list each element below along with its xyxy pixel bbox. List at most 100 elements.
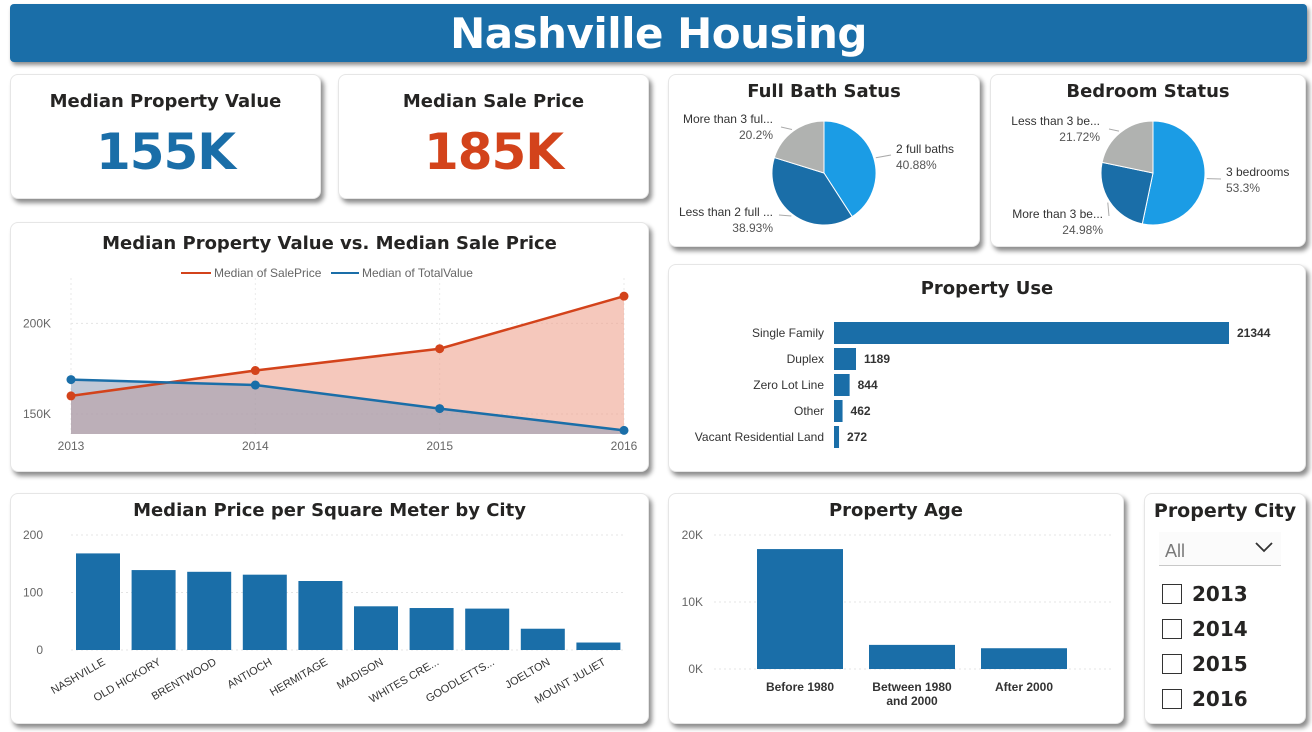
bar [757,549,843,669]
checkbox[interactable] [1162,689,1182,709]
bedroom-card[interactable]: Bedroom Status 3 bedrooms 53.3% More than … [990,74,1306,247]
slice-label: Less than 3 be... [1011,114,1100,128]
property-use-bar-chart[interactable]: Single Family 21344 Duplex 1189 Zero Lot Lin… [669,265,1307,473]
category-label: Vacant Residential Land [695,430,824,444]
y-tick-label: 200K [23,316,51,330]
bar [76,553,120,650]
slicer-option-label: 2013 [1192,582,1248,606]
bedroom-pie-chart[interactable]: 3 bedrooms 53.3% More than 3 be... 24.98% Le… [991,75,1307,248]
slicer-option-2015[interactable]: 2015 [1162,652,1248,676]
slice-label: 2 full baths [896,142,954,156]
legend-label-totalvalue: Median of TotalValue [362,266,473,280]
data-point [66,391,76,401]
y-tick-label: 20K [682,528,703,542]
slice-percent: 24.98% [1062,223,1103,237]
x-tick-label: JOELTON [503,656,552,691]
x-tick-label: 2015 [426,439,453,453]
line-chart-card[interactable]: Median Property Value vs. Median Sale Pr… [10,222,649,472]
checkbox[interactable] [1162,654,1182,674]
pie-slice [771,156,853,226]
leader-line [778,214,792,217]
kpi-card-property-value[interactable]: Median Property Value 155K [10,74,321,199]
bar [834,426,840,448]
pie-slice [1100,161,1154,225]
data-point [619,291,629,301]
slicer-option-label: 2016 [1192,687,1248,711]
slicer-title: Property City [1153,500,1297,522]
slicer-option-label: 2015 [1192,652,1248,676]
full-bath-pie-chart[interactable]: 2 full baths 40.88% Less than 2 full ... 38… [669,75,981,248]
bar [187,571,232,650]
x-tick-label: 2013 [58,439,85,453]
x-tick-label: After 2000 [995,680,1053,694]
slicer-option-label: 2014 [1192,617,1248,641]
x-tick-label: ANTIOCH [225,656,274,691]
bar [834,374,850,396]
property-use-card[interactable]: Property Use Single Family 21344 Duplex 118… [668,264,1306,472]
pie-slice [1141,120,1206,226]
pie-slice [1101,120,1154,174]
checkbox[interactable] [1162,584,1182,604]
slicer-option-2013[interactable]: 2013 [1162,582,1248,606]
x-tick-label: 2014 [242,439,269,453]
chart-title: Full Bath Satus [747,81,901,102]
property-age-card[interactable]: Property Age 20K 10K 0K Before 1980 Between … [668,493,1124,724]
bar [465,608,510,650]
data-label: 462 [851,404,871,418]
property-city-slicer[interactable]: Property City All 2013 2014 2015 2016 [1144,493,1306,724]
slice-label: 3 bedrooms [1226,165,1289,179]
slice-percent: 40.88% [896,158,937,172]
bar [409,608,454,650]
slicer-option-2016[interactable]: 2016 [1162,687,1248,711]
y-tick-label: 100 [23,586,43,600]
slice-percent: 53.3% [1226,181,1260,195]
series-line-totalvalue [70,378,625,432]
bar [869,644,955,669]
category-label: Other [794,404,824,418]
kpi-value: 185K [423,123,564,181]
slicer-option-2014[interactable]: 2014 [1162,617,1248,641]
x-tick-label: Before 1980 [766,680,834,694]
chevron-down-icon [1255,542,1273,553]
data-point [250,366,260,376]
bar [834,400,843,422]
x-tick-label: MADISON [335,656,386,692]
dashboard-title-bar: Nashville Housing [10,4,1307,62]
bar [354,606,398,650]
x-tick-label: HERMITAGE [268,656,330,699]
y-tick-label: 200 [23,528,43,542]
y-tick-label: 0K [688,662,703,676]
checkbox[interactable] [1162,619,1182,639]
category-label: Duplex [787,352,824,366]
bar [576,642,621,650]
slice-percent: 20.2% [739,128,773,142]
data-point [619,425,629,435]
full-bath-card[interactable]: Full Bath Satus 2 full baths 40.88% Less t… [668,74,980,247]
bar [242,574,287,650]
property-age-bar-chart[interactable]: 20K 10K 0K Before 1980 Between 1980 and 2000 A… [669,494,1125,725]
legend-label-saleprice: Median of SalePrice [214,266,322,280]
line-chart[interactable]: Median of SalePrice Median of TotalValue 2… [11,223,650,473]
kpi-value: 155K [95,123,236,181]
kpi-card-sale-price[interactable]: Median Sale Price 185K [338,74,649,199]
bar [834,322,1229,344]
slicer-dropdown[interactable]: All [1159,532,1281,566]
y-tick-label: 150K [23,407,51,421]
category-label: Zero Lot Line [753,378,824,392]
leader-line [1107,202,1110,217]
y-tick-label: 0 [36,643,43,657]
leader-line [1108,128,1120,132]
kpi-label: Median Sale Price [402,91,585,112]
data-point [66,375,76,385]
data-point [435,404,445,414]
data-label: 844 [858,378,878,392]
price-sqm-card[interactable]: Median Price per Square Meter by City 20… [10,493,649,724]
chart-title: Median Property Value vs. Median Sale Pr… [102,233,557,254]
chart-title: Property Age [828,500,964,521]
pie-slice [773,120,825,174]
area-totalvalue [71,379,624,434]
bar [131,570,176,650]
slice-label: More than 3 be... [1012,207,1103,221]
chart-title: Bedroom Status [1066,81,1230,102]
